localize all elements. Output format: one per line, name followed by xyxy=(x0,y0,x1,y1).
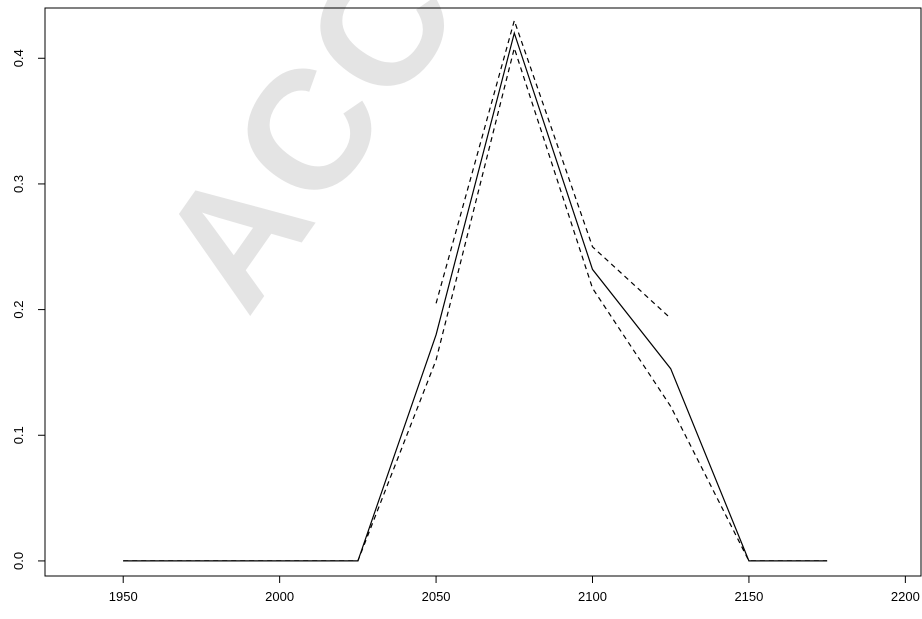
x-tick-label-2200: 2200 xyxy=(891,589,920,604)
series-line-1 xyxy=(123,30,828,562)
x-tick-label-2050: 2050 xyxy=(422,589,451,604)
y-tick-label-0: 0.0 xyxy=(11,552,26,570)
y-tick-label-0.2: 0.2 xyxy=(11,301,26,319)
plot-frame xyxy=(44,7,922,577)
x-tick-label-1950: 1950 xyxy=(109,589,138,604)
y-tick-label-0.4: 0.4 xyxy=(11,49,26,67)
x-tick-label-2000: 2000 xyxy=(265,589,294,604)
x-tick-label-2150: 2150 xyxy=(734,589,763,604)
x-tick-label-2100: 2100 xyxy=(578,589,607,604)
y-axis: 0.0 0.1 0.2 0.3 0.4 xyxy=(11,49,45,570)
y-tick-label-0.1: 0.1 xyxy=(11,426,26,444)
x-axis: 1950 2000 2050 2100 2150 2200 xyxy=(109,576,920,604)
series-layer xyxy=(123,18,828,562)
y-tick-label-0.3: 0.3 xyxy=(11,175,26,193)
series-line-2 xyxy=(435,18,672,319)
series-line-3 xyxy=(123,46,828,562)
